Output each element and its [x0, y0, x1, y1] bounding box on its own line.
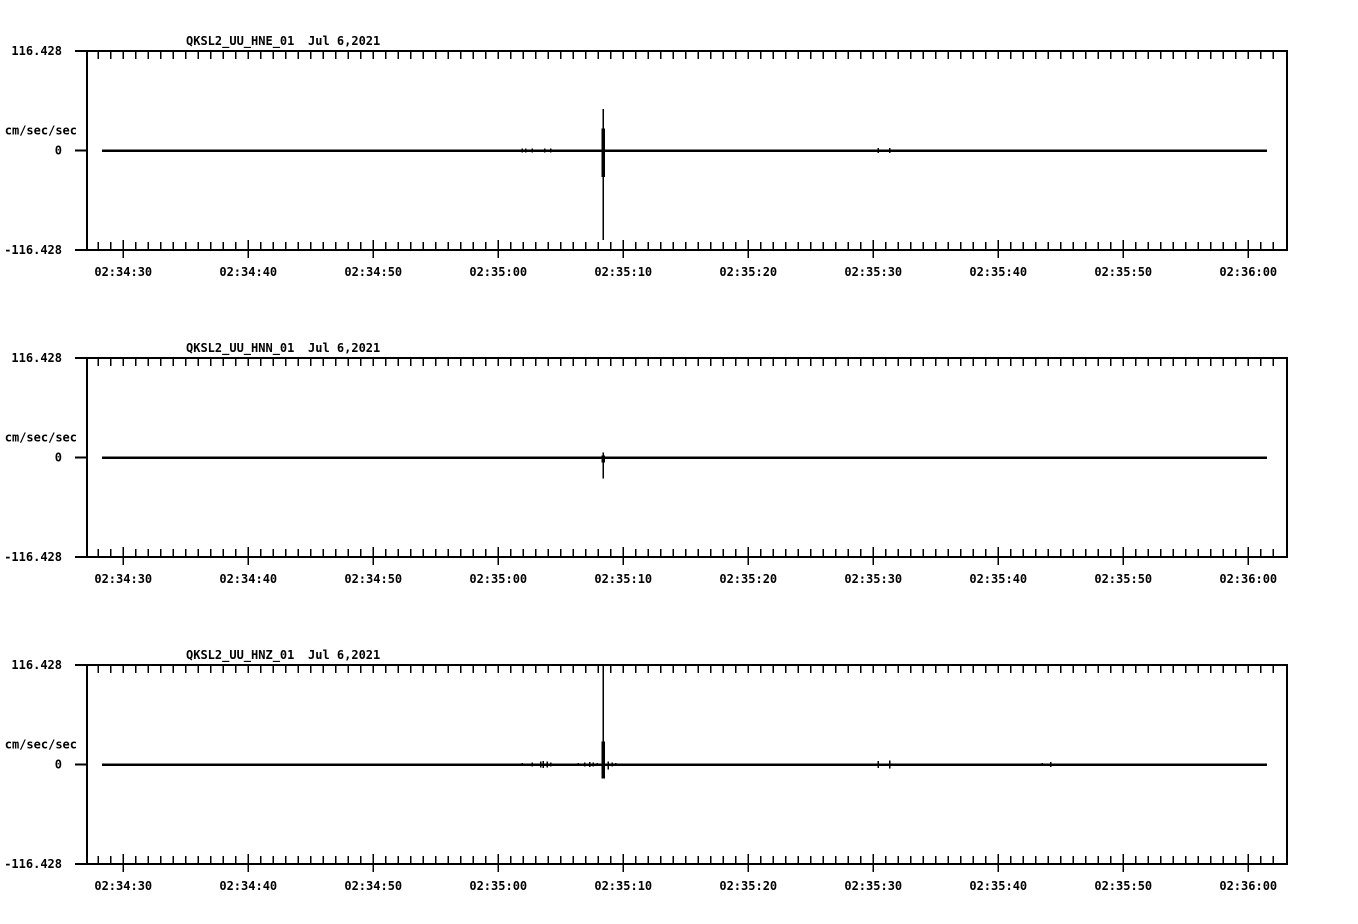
- x-tick-label: 02:34:50: [344, 879, 402, 893]
- x-tick-label: 02:35:40: [969, 572, 1027, 586]
- x-tick-label: 02:36:00: [1219, 265, 1277, 279]
- x-tick-label: 02:35:00: [469, 879, 527, 893]
- y-tick-label-bottom: -116.428: [4, 550, 62, 564]
- x-tick-label: 02:35:10: [594, 879, 652, 893]
- x-tick-label: 02:36:00: [1219, 879, 1277, 893]
- x-tick-label: 02:35:10: [594, 265, 652, 279]
- y-tick-label-top: 116.428: [11, 44, 62, 58]
- panel-title-date: Jul 6,2021: [308, 34, 380, 48]
- chart-canvas-hnn: QKSL2_UU_HNN_01 Jul 6,2021 116.428 cm/sec/s…: [4, 341, 1288, 586]
- x-tick-label: 02:36:00: [1219, 572, 1277, 586]
- panel-title-date: Jul 6,2021: [308, 341, 380, 355]
- x-tick-label: 02:35:30: [844, 572, 902, 586]
- y-axis-units-label: cm/sec/sec: [5, 124, 77, 138]
- seismogram-panel-hne: QKSL2_UU_HNE_01 Jul 6,2021 116.428 cm/sec/s…: [0, 0, 1358, 300]
- x-tick-label: 02:35:50: [1094, 879, 1152, 893]
- x-tick-label: 02:34:50: [344, 265, 402, 279]
- x-tick-label: 02:35:00: [469, 572, 527, 586]
- panel-title-date: Jul 6,2021: [308, 648, 380, 662]
- x-tick-label: 02:35:20: [719, 572, 777, 586]
- x-tick-label: 02:34:30: [94, 572, 152, 586]
- y-tick-label-zero: 0: [55, 758, 62, 772]
- x-tick-label: 02:35:40: [969, 265, 1027, 279]
- y-tick-label-zero: 0: [55, 144, 62, 158]
- x-tick-label: 02:35:40: [969, 879, 1027, 893]
- panel-title-channel: QKSL2_UU_HNE_01: [186, 34, 294, 49]
- y-tick-label-top: 116.428: [11, 351, 62, 365]
- x-tick-label: 02:35:00: [469, 265, 527, 279]
- x-tick-label: 02:35:50: [1094, 265, 1152, 279]
- x-tick-label: 02:35:50: [1094, 572, 1152, 586]
- x-tick-label: 02:34:40: [219, 879, 277, 893]
- x-tick-label: 02:34:30: [94, 265, 152, 279]
- y-tick-label-zero: 0: [55, 451, 62, 465]
- panel-title-channel: QKSL2_UU_HNZ_01: [186, 648, 294, 663]
- x-tick-label: 02:34:40: [219, 572, 277, 586]
- x-tick-label: 02:35:20: [719, 265, 777, 279]
- y-axis-units-label: cm/sec/sec: [5, 738, 77, 752]
- seismogram-panel-hnz: QKSL2_UU_HNZ_01 Jul 6,2021 116.428 cm/sec/s…: [0, 614, 1358, 914]
- x-tick-label: 02:34:50: [344, 572, 402, 586]
- chart-canvas-hne: QKSL2_UU_HNE_01 Jul 6,2021 116.428 cm/sec/s…: [4, 34, 1288, 279]
- x-tick-label: 02:34:30: [94, 879, 152, 893]
- chart-canvas-hnz: QKSL2_UU_HNZ_01 Jul 6,2021 116.428 cm/sec/s…: [4, 648, 1288, 893]
- seismogram-panel-hnn: QKSL2_UU_HNN_01 Jul 6,2021 116.428 cm/sec/s…: [0, 307, 1358, 607]
- x-tick-label: 02:35:20: [719, 879, 777, 893]
- y-tick-label-bottom: -116.428: [4, 857, 62, 871]
- y-axis-units-label: cm/sec/sec: [5, 431, 77, 445]
- x-tick-label: 02:35:30: [844, 879, 902, 893]
- panel-title-channel: QKSL2_UU_HNN_01: [186, 341, 294, 356]
- x-tick-label: 02:35:10: [594, 572, 652, 586]
- y-tick-label-top: 116.428: [11, 658, 62, 672]
- x-tick-label: 02:34:40: [219, 265, 277, 279]
- x-tick-label: 02:35:30: [844, 265, 902, 279]
- y-tick-label-bottom: -116.428: [4, 243, 62, 257]
